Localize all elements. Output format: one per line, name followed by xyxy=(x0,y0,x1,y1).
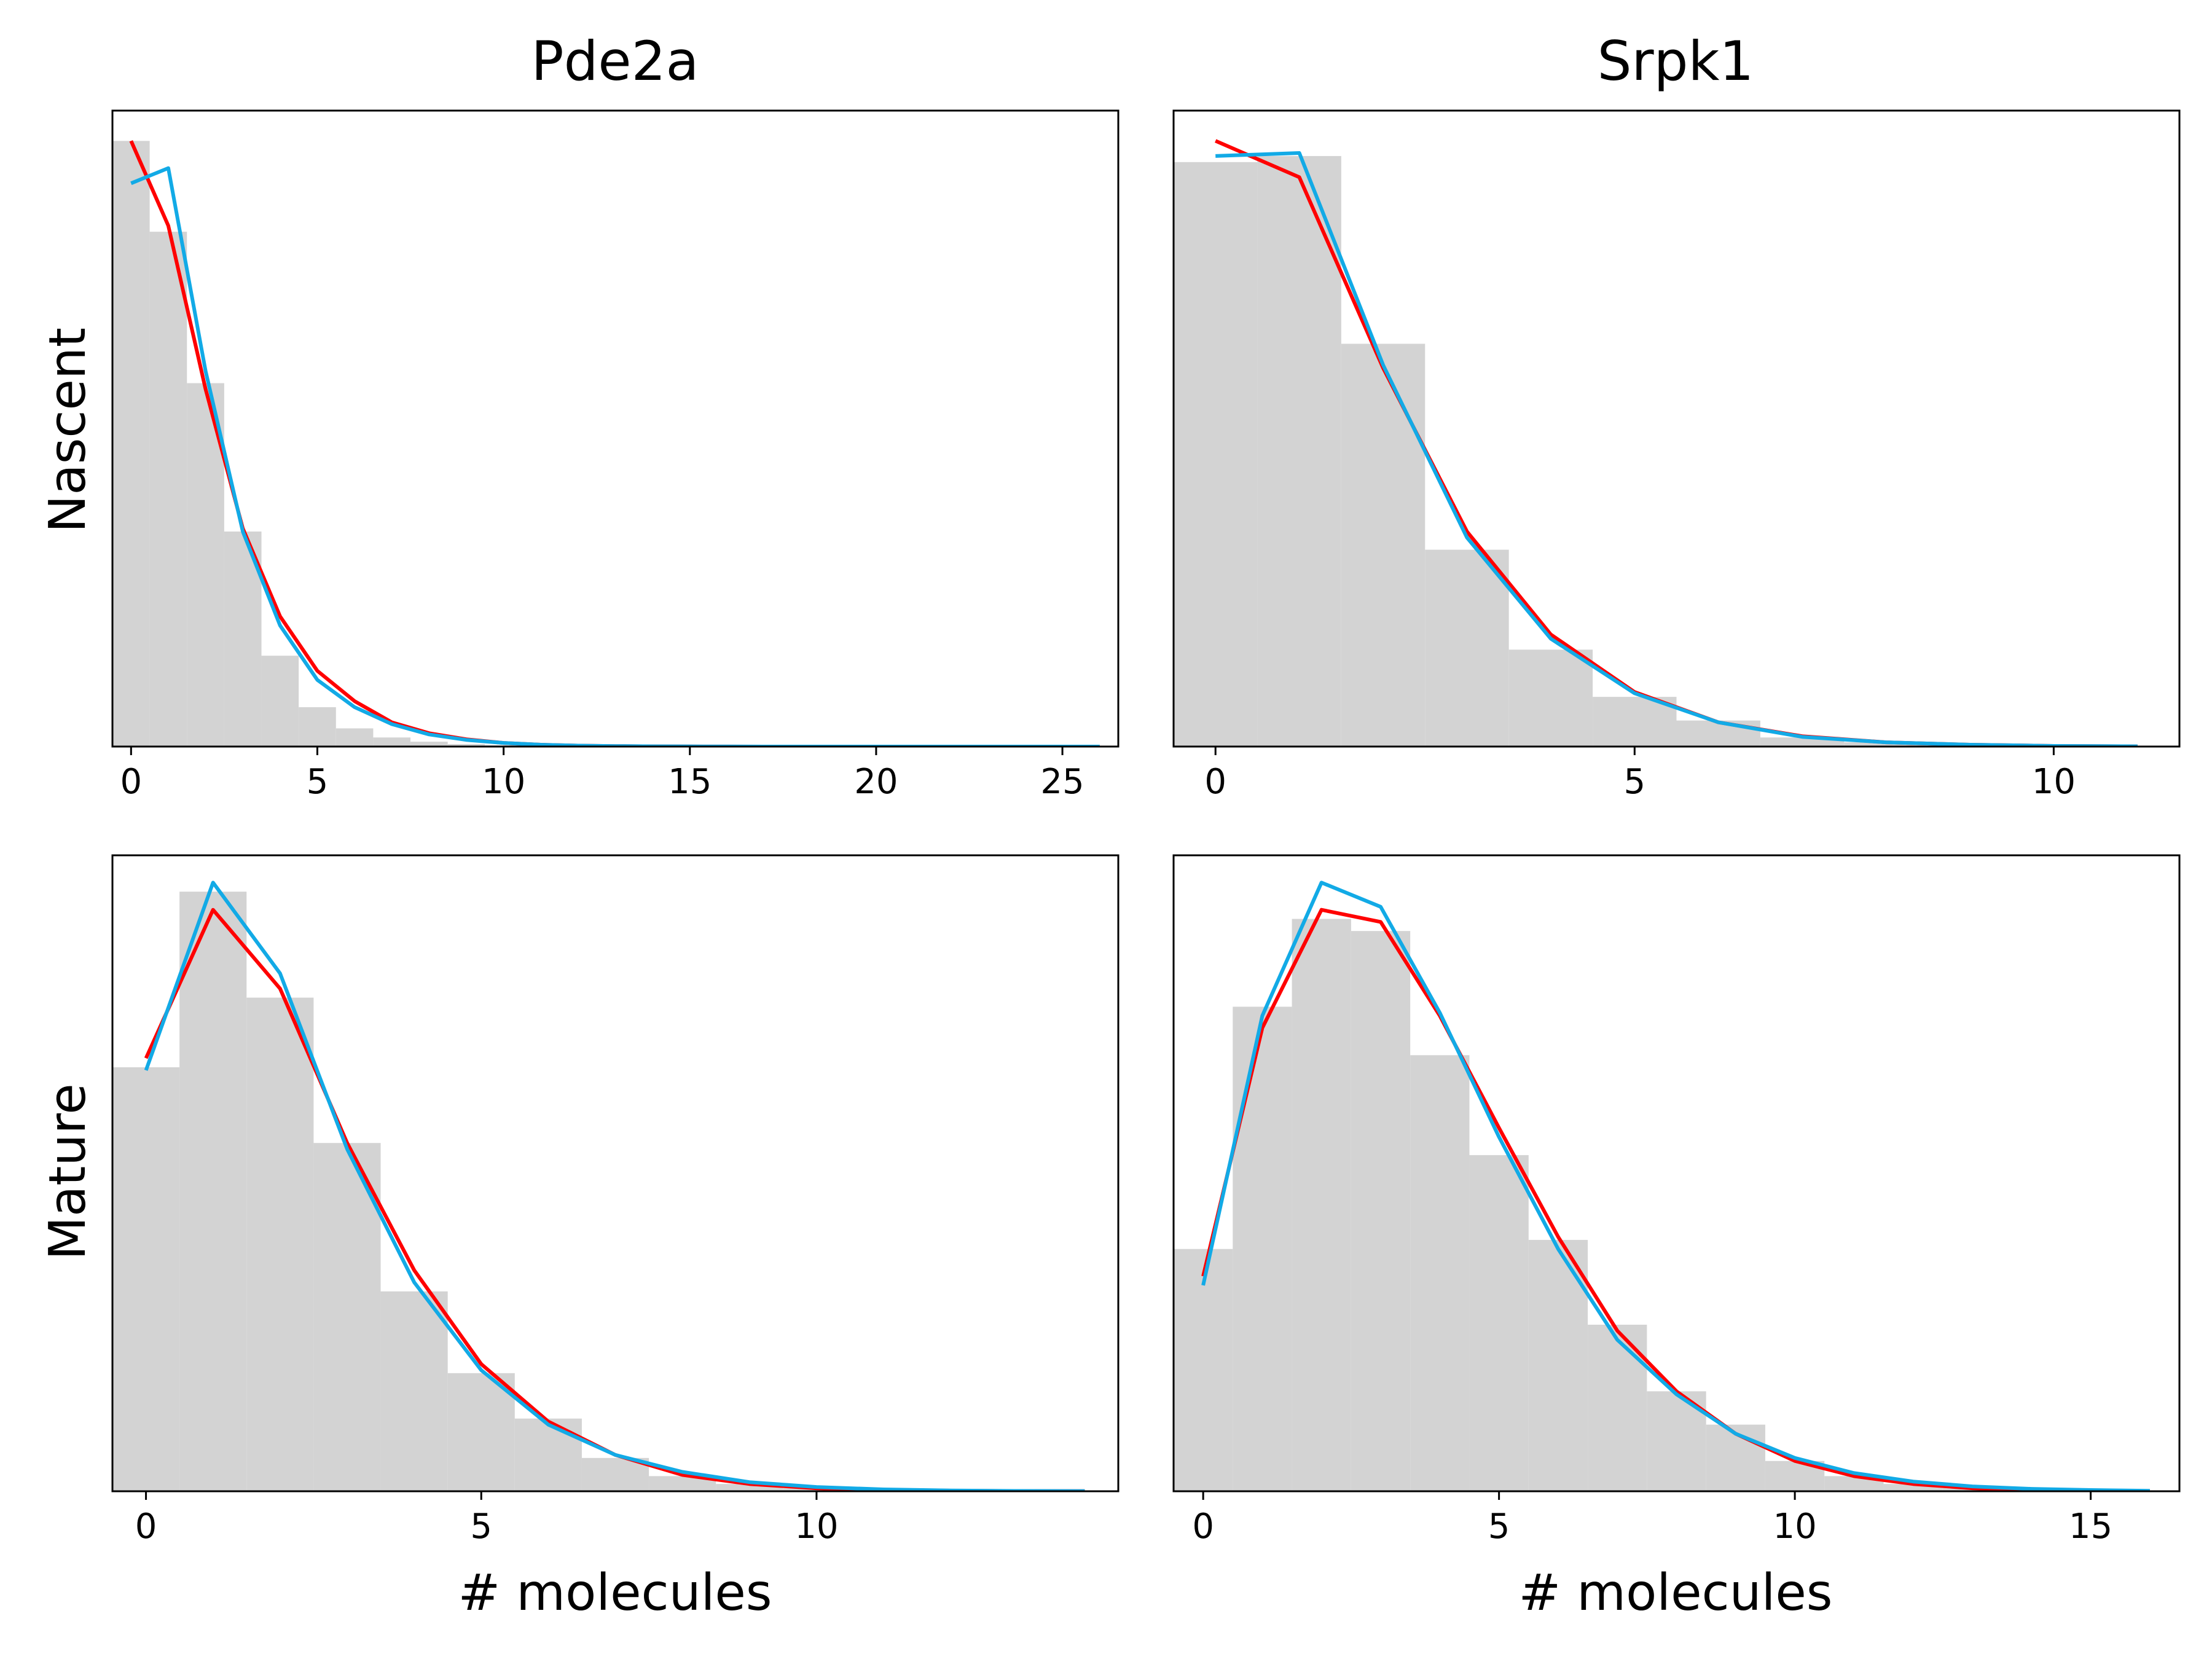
x-tick-label: 5 xyxy=(1488,1507,1510,1547)
axes-frame xyxy=(111,854,1120,1492)
histogram-bar xyxy=(1844,742,1928,747)
x-tick-label: 25 xyxy=(1040,762,1084,802)
histogram-bar xyxy=(447,1373,515,1491)
histogram-bar xyxy=(1257,155,1341,747)
x-tick-label: 5 xyxy=(307,762,329,802)
xlabel-srpk1: # molecules xyxy=(1518,1564,1832,1622)
x-tick-label: 10 xyxy=(1773,1507,1816,1547)
panel-srpk1-mature: 0 5 10 15 xyxy=(1172,854,2181,1547)
blue-fit-line xyxy=(1201,880,2150,1491)
histogram-bar xyxy=(149,232,187,747)
histogram-bar xyxy=(261,656,299,747)
x-tick-label: 5 xyxy=(1623,762,1645,802)
panel-pde2a-nascent: 0 5 10 15 20 25 xyxy=(111,109,1120,802)
blue-fit-line xyxy=(1215,151,2138,747)
plot-area xyxy=(1174,880,2179,1491)
histogram-bar xyxy=(1425,549,1509,747)
histogram-bar xyxy=(187,383,224,747)
histogram-bar xyxy=(112,141,150,747)
row-label-mature: Mature xyxy=(39,1083,97,1260)
x-tick-label: 0 xyxy=(120,762,142,802)
x-tick-label: 15 xyxy=(668,762,712,802)
plot-area xyxy=(1174,139,2179,747)
histogram-bar xyxy=(380,1291,448,1491)
xlabel-pde2a: # molecules xyxy=(458,1564,772,1622)
histogram-bar xyxy=(1593,697,1677,747)
x-tick-label: 0 xyxy=(1192,1507,1214,1547)
histogram-bar xyxy=(112,1067,180,1491)
x-tick-label: 15 xyxy=(2069,1507,2112,1547)
histogram-bar xyxy=(373,737,411,747)
x-tick-label: 0 xyxy=(1204,762,1226,802)
blue-fit-line xyxy=(144,880,1085,1491)
histogram-bar xyxy=(410,742,448,747)
histogram-bar xyxy=(716,1484,783,1491)
histogram-bar xyxy=(179,892,247,1491)
x-tick-label: 10 xyxy=(482,762,525,802)
x-tick-label: 5 xyxy=(470,1507,492,1547)
x-tick-label: 10 xyxy=(2032,762,2076,802)
histogram-bar xyxy=(299,707,336,747)
row-label-nascent: Nascent xyxy=(39,327,97,533)
histogram-bar xyxy=(335,728,374,747)
histogram-bar xyxy=(447,744,485,747)
column-title-pde2a: Pde2a xyxy=(531,29,699,93)
histogram-bar xyxy=(1341,343,1426,747)
x-tick-label: 20 xyxy=(854,762,898,802)
column-title-srpk1: Srpk1 xyxy=(1598,29,1754,93)
panel-pde2a-mature: 0 5 10 xyxy=(111,854,1120,1547)
x-tick-label: 10 xyxy=(794,1507,838,1547)
plot-area xyxy=(112,140,1100,747)
histogram-bar xyxy=(1292,919,1351,1491)
histogram-bar xyxy=(1174,1249,1233,1491)
histogram-bar xyxy=(1676,720,1760,747)
plot-area xyxy=(112,880,1118,1491)
axes-frame xyxy=(1172,109,2181,748)
histogram-bar xyxy=(246,997,314,1491)
axes-frame xyxy=(1172,854,2181,1492)
axes-frame xyxy=(111,109,1120,748)
histogram-bar xyxy=(1508,649,1593,747)
histogram-bar xyxy=(1883,1484,1943,1491)
histogram-bar xyxy=(1469,1155,1529,1491)
histogram-bar xyxy=(1410,1055,1470,1491)
histogram-bar xyxy=(1174,162,1258,747)
histogram-bar xyxy=(313,1143,381,1491)
x-tick-label: 0 xyxy=(135,1507,157,1547)
panel-srpk1-nascent: 0 5 10 xyxy=(1172,109,2181,802)
histogram-bar xyxy=(514,1418,582,1491)
histogram-bar xyxy=(1351,931,1411,1491)
histogram-bar xyxy=(1233,1006,1292,1491)
